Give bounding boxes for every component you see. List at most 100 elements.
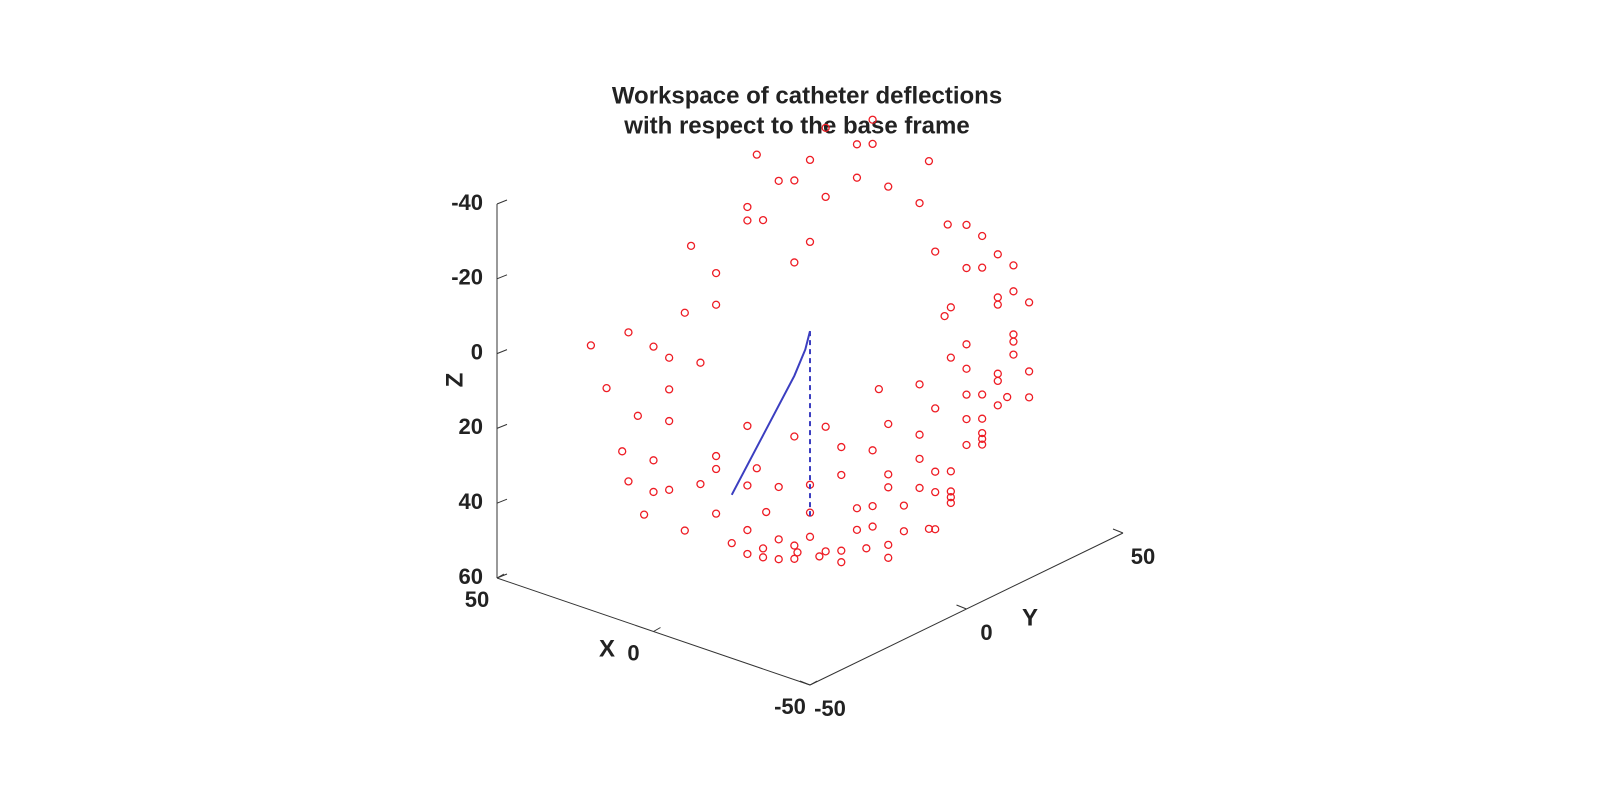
point <box>758 215 768 225</box>
z-tick <box>496 498 508 504</box>
point <box>993 376 1002 386</box>
point <box>680 526 689 535</box>
point <box>962 440 971 450</box>
point <box>680 308 689 317</box>
point <box>931 525 940 534</box>
point <box>805 155 815 165</box>
point <box>915 454 924 464</box>
point <box>837 546 846 555</box>
y-tick-label: 50 <box>1131 544 1155 569</box>
point <box>752 464 761 473</box>
point <box>1003 392 1012 402</box>
catheter-line <box>730 330 811 496</box>
point <box>711 464 721 474</box>
point <box>978 434 987 444</box>
point <box>915 380 924 389</box>
point <box>711 509 721 518</box>
point <box>868 446 877 455</box>
point <box>852 525 862 534</box>
point <box>711 268 721 278</box>
point <box>790 554 799 563</box>
chart-title: with respect to the base frame <box>623 112 969 139</box>
point <box>852 504 862 513</box>
point <box>868 501 877 511</box>
chart-title: Workspace of catheter deflections <box>612 82 1002 109</box>
z-tick-label: -40 <box>451 190 483 215</box>
point <box>962 390 971 399</box>
point <box>978 390 987 399</box>
point <box>943 220 952 229</box>
point <box>884 483 893 492</box>
point <box>696 358 705 367</box>
point <box>978 440 987 449</box>
point <box>624 328 633 337</box>
point <box>1009 350 1018 359</box>
point <box>931 487 940 497</box>
point <box>884 419 893 429</box>
point <box>884 470 893 479</box>
point <box>743 481 752 490</box>
point <box>774 482 783 492</box>
point <box>993 369 1002 378</box>
point <box>821 422 830 431</box>
point <box>1009 261 1018 270</box>
point <box>602 383 611 393</box>
point <box>924 524 934 533</box>
point <box>805 532 815 541</box>
point <box>805 508 815 517</box>
z-tick-label: 0 <box>471 339 483 364</box>
point <box>946 303 955 312</box>
point <box>915 198 924 208</box>
point <box>743 216 752 225</box>
point <box>993 401 1002 410</box>
point <box>774 535 783 544</box>
point <box>743 549 752 559</box>
point <box>931 404 940 413</box>
point <box>931 247 940 256</box>
x-tick <box>809 680 818 686</box>
point <box>727 539 736 548</box>
point <box>696 479 705 489</box>
point <box>758 544 768 553</box>
point <box>978 263 987 272</box>
point <box>884 553 893 562</box>
z-tick-label: -20 <box>451 265 483 290</box>
point <box>711 451 721 461</box>
y-tick <box>799 680 811 686</box>
point <box>862 544 871 553</box>
point <box>924 156 934 166</box>
point <box>665 385 674 394</box>
point <box>946 467 955 476</box>
point <box>790 432 799 441</box>
point <box>711 300 721 309</box>
point <box>940 311 949 321</box>
point <box>774 555 783 564</box>
y-axis-label: Y <box>1022 604 1038 631</box>
point <box>1009 330 1018 339</box>
point <box>993 300 1002 309</box>
point <box>805 237 815 247</box>
point <box>962 340 971 349</box>
point <box>946 493 955 502</box>
point <box>1024 367 1034 376</box>
point <box>815 552 824 561</box>
point <box>649 487 658 497</box>
point <box>790 541 799 550</box>
point <box>931 467 940 476</box>
point <box>852 173 862 182</box>
point <box>868 139 877 149</box>
point <box>946 487 955 496</box>
z-tick <box>496 199 508 205</box>
point <box>618 447 627 456</box>
point <box>899 501 909 510</box>
point <box>868 522 877 531</box>
point <box>790 258 799 267</box>
point <box>962 364 971 373</box>
point <box>978 428 987 438</box>
point <box>962 414 971 424</box>
x-tick-label: 50 <box>465 587 489 612</box>
point <box>962 263 971 273</box>
point <box>837 470 846 480</box>
point <box>774 176 783 186</box>
